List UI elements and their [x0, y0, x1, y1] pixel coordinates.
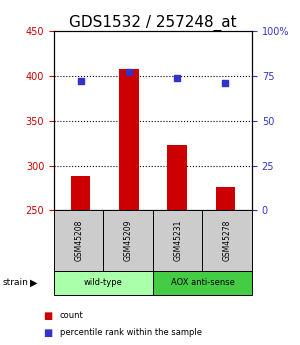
- Text: GSM45208: GSM45208: [74, 220, 83, 261]
- Text: GSM45231: GSM45231: [173, 220, 182, 261]
- Bar: [167, 145, 187, 210]
- Bar: [216, 187, 235, 210]
- Text: count: count: [60, 311, 84, 320]
- Point: [175, 75, 179, 80]
- Bar: [119, 69, 139, 210]
- Text: ▶: ▶: [30, 278, 38, 288]
- Text: ■: ■: [44, 311, 52, 321]
- Text: ■: ■: [44, 328, 52, 338]
- Text: GSM45209: GSM45209: [124, 220, 133, 262]
- Text: strain: strain: [3, 278, 29, 287]
- Bar: [71, 176, 90, 210]
- Point: [78, 79, 83, 84]
- Text: GSM45278: GSM45278: [223, 220, 232, 261]
- Text: percentile rank within the sample: percentile rank within the sample: [60, 328, 202, 337]
- Title: GDS1532 / 257248_at: GDS1532 / 257248_at: [69, 15, 237, 31]
- Text: AOX anti-sense: AOX anti-sense: [171, 278, 234, 287]
- Text: wild-type: wild-type: [84, 278, 123, 287]
- Point: [223, 80, 228, 86]
- Point: [127, 70, 131, 75]
